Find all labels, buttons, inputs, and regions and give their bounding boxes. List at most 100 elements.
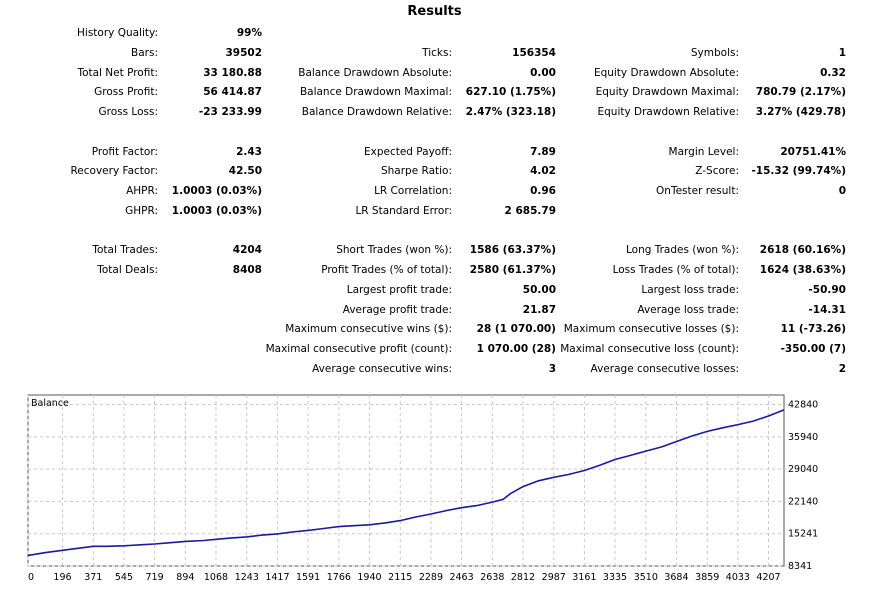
stat-label: Margin Level: (668, 145, 739, 158)
stat-label: Total Net Profit: (77, 66, 158, 79)
stat-label: Profit Trades (% of total): (321, 264, 452, 276)
x-tick-label: 545 (115, 572, 133, 583)
x-tick-label: 1243 (235, 572, 259, 583)
stat-value: 20751.41% (780, 145, 846, 158)
y-tick-label: 8341 (788, 561, 812, 572)
stat-label: Maximum consecutive losses ($): (563, 323, 739, 336)
stat-value: 1586 (63.37%) (469, 244, 556, 257)
stat-value: 4204 (232, 244, 262, 257)
stat-label: Symbols: (690, 46, 739, 59)
stat-label: Balance Drawdown Relative: (301, 106, 452, 118)
stat-label: Total Trades: (92, 244, 158, 257)
stat-value: 1624 (38.63%) (759, 264, 846, 276)
stat-label: Balance Drawdown Maximal: (299, 86, 452, 99)
stat-label: Maximal consecutive profit (count): (265, 343, 452, 355)
stat-label: Largest profit trade: (346, 283, 452, 296)
x-tick-label: 1591 (296, 572, 320, 583)
stat-value: 2580 (61.37%) (469, 264, 556, 276)
x-tick-label: 1940 (357, 572, 381, 583)
stat-value: 3 (548, 362, 556, 375)
stat-label: Average profit trade: (342, 303, 452, 316)
stat-label: Short Trades (won %): (336, 244, 452, 257)
y-tick-label: 22140 (788, 496, 818, 507)
y-tick-label: 35940 (788, 432, 818, 443)
x-tick-label: 2115 (388, 572, 412, 583)
stat-label: Loss Trades (% of total): (612, 264, 739, 276)
stat-value: 56 414.87 (203, 86, 262, 99)
stat-label: Balance Drawdown Absolute: (298, 66, 452, 79)
stat-label: History Quality: (77, 27, 158, 39)
stat-label: GHPR: (125, 204, 158, 217)
x-tick-label: 2289 (419, 572, 443, 583)
stat-label: AHPR: (126, 185, 158, 197)
y-tick-label: 15241 (788, 529, 818, 540)
y-tick-label: 29040 (788, 464, 818, 475)
stat-value: 1.0003 (0.03%) (171, 185, 262, 197)
stat-value: 28 (1 070.00) (476, 323, 556, 336)
stat-value: 627.10 (1.75%) (465, 86, 556, 99)
x-tick-label: 3510 (634, 572, 658, 583)
stat-label: Equity Drawdown Absolute: (593, 66, 739, 79)
stat-value: 0.00 (530, 66, 556, 79)
stat-value: 8408 (232, 264, 262, 276)
x-tick-label: 2812 (511, 572, 535, 583)
balance-line (27, 409, 785, 557)
x-tick-label: 0 (28, 572, 34, 583)
stat-label: Average consecutive losses: (590, 362, 739, 375)
stat-value: 11 (-73.26) (780, 323, 846, 336)
x-tick-label: 894 (176, 572, 194, 583)
x-tick-label: 1068 (204, 572, 228, 583)
x-tick-label: 3859 (695, 572, 719, 583)
x-tick-label: 4033 (726, 572, 750, 583)
stat-label: Maximal consecutive loss (count): (560, 343, 739, 355)
stat-label: Profit Factor: (91, 145, 158, 158)
plot-area (27, 394, 785, 567)
stat-label: Total Deals: (97, 264, 158, 276)
stat-label: Gross Loss: (98, 106, 159, 118)
stat-value: 3.27% (429.78) (755, 106, 846, 118)
stat-value: 4.02 (530, 165, 556, 178)
stat-value: 1 070.00 (28) (476, 343, 556, 355)
stat-value: 0.32 (820, 66, 846, 79)
stat-label: LR Correlation: (374, 185, 452, 197)
stat-value: 2618 (60.16%) (759, 244, 846, 257)
stat-value: -14.31 (808, 303, 846, 316)
x-tick-label: 1417 (265, 572, 289, 583)
stat-label: Gross Profit: (94, 86, 158, 99)
stat-label: Recovery Factor: (70, 165, 158, 178)
stat-value: 50.00 (522, 283, 556, 296)
stat-label: Long Trades (won %): (625, 244, 739, 257)
stat-value: 1 (838, 46, 846, 59)
stat-value: 33 180.88 (203, 66, 262, 79)
stat-label: Maximum consecutive wins ($): (285, 323, 452, 336)
stat-label: Average loss trade: (637, 303, 739, 316)
stat-value: 2.43 (236, 145, 262, 158)
stat-value: 0.96 (530, 185, 556, 197)
chart-title: Balance (31, 398, 69, 409)
stat-value: 780.79 (2.17%) (755, 86, 846, 99)
stat-label: LR Standard Error: (355, 204, 452, 217)
stat-value: -15.32 (99.74%) (751, 165, 846, 178)
stat-label: Bars: (131, 46, 158, 59)
stat-value: -50.90 (808, 283, 846, 296)
x-tick-label: 196 (53, 572, 71, 583)
x-tick-label: 4207 (756, 572, 780, 583)
stat-label: Expected Payoff: (363, 145, 452, 158)
stat-value: 156354 (512, 46, 556, 59)
x-tick-label: 2987 (542, 572, 566, 583)
stat-value: 2 (838, 362, 846, 375)
stat-label: Sharpe Ratio: (380, 165, 452, 178)
stat-value: 42.50 (228, 165, 262, 178)
x-tick-label: 3161 (572, 572, 596, 583)
stat-value: 21.87 (522, 303, 556, 316)
stat-label: Equity Drawdown Relative: (597, 106, 739, 118)
stat-label: OnTester result: (656, 185, 739, 197)
stat-value: -350.00 (7) (780, 343, 846, 355)
stat-label: Equity Drawdown Maximal: (595, 86, 739, 99)
stat-value: 2 685.79 (504, 204, 556, 217)
stat-value: -23 233.99 (198, 106, 262, 118)
x-tick-label: 3335 (603, 572, 627, 583)
stat-value: 39502 (225, 46, 262, 59)
stat-value: 99% (236, 27, 262, 39)
